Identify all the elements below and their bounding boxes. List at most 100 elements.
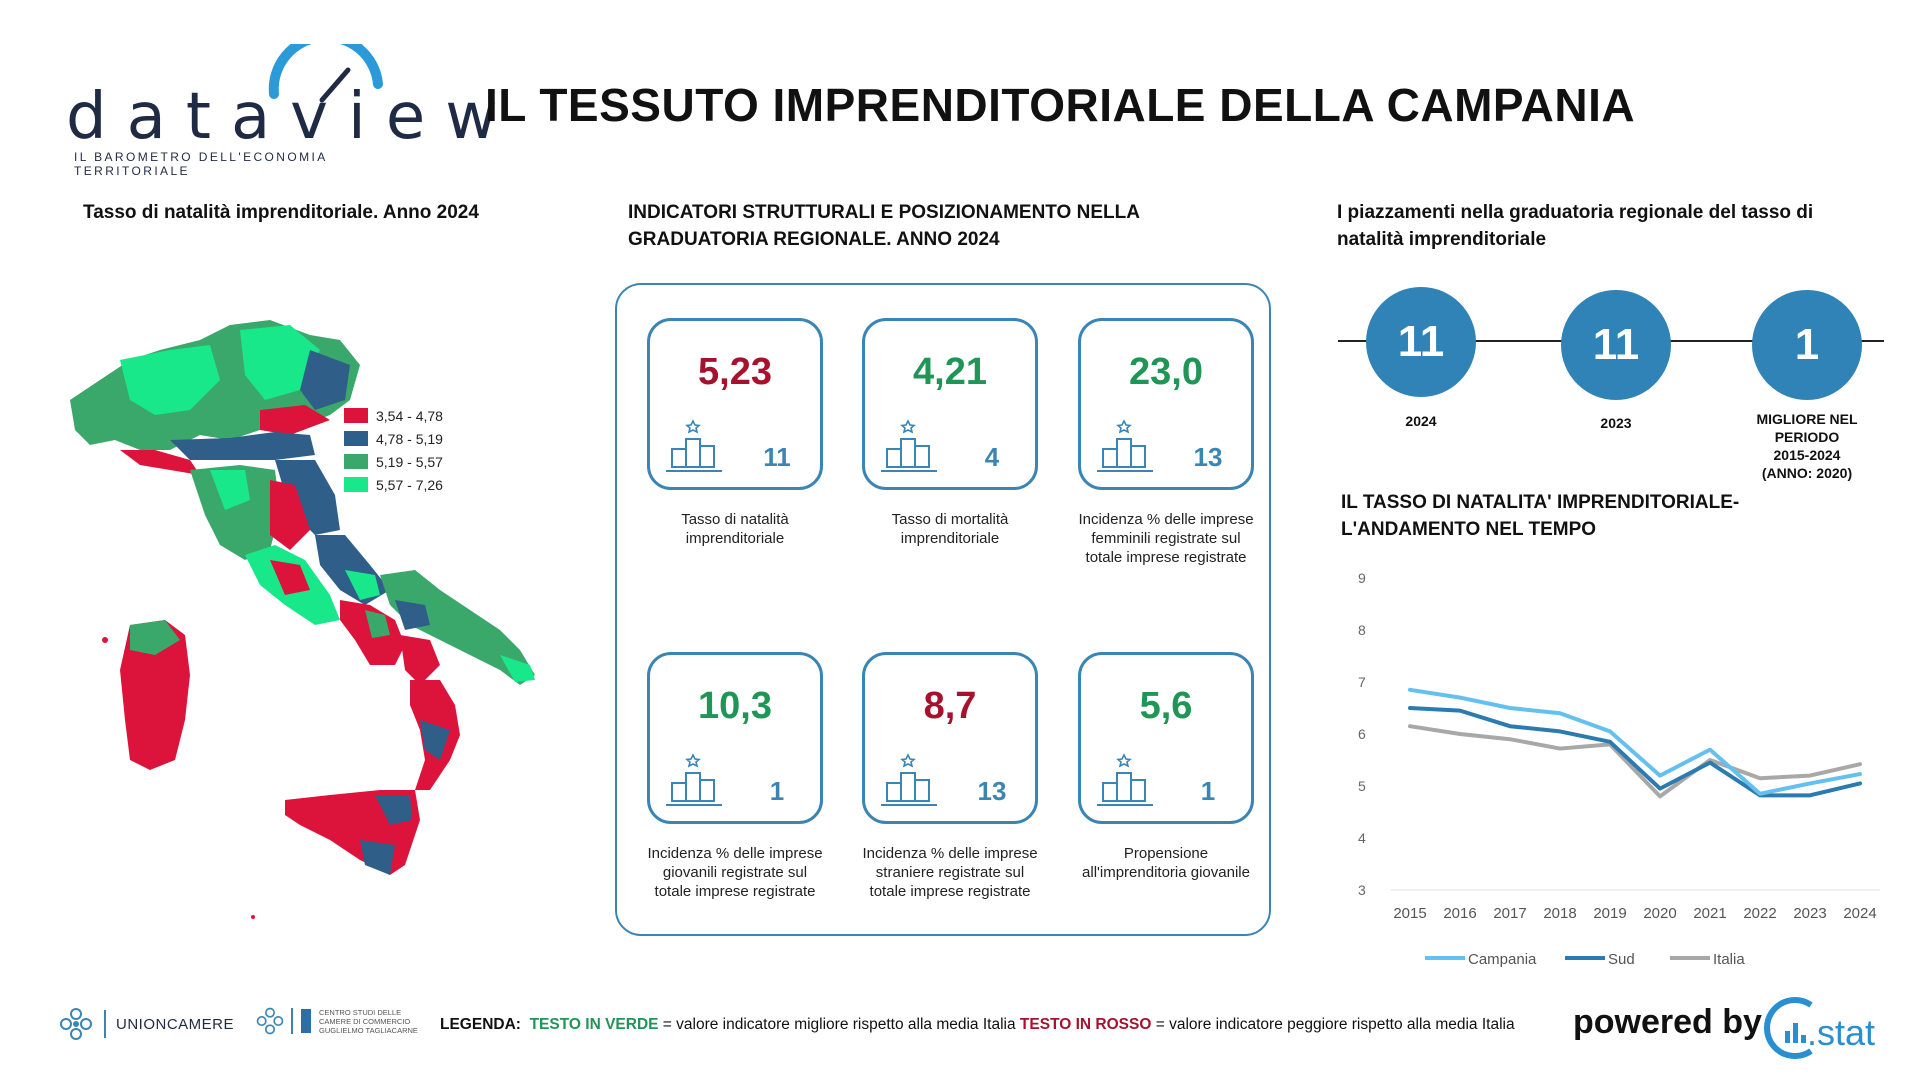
ranking-title: I piazzamenti nella graduatoria regional… [1337,202,1814,250]
indicator-rank: 13 [1193,442,1223,472]
cstat-logo: .stat [1763,993,1903,1068]
podium-icon [881,753,937,806]
map-region-north-a [120,345,220,415]
y-tick-label: 4 [1358,830,1366,846]
legend-label: 3,54 - 4,78 [376,407,443,424]
map-region-tuscany-a [210,470,250,510]
legend-swatch [344,408,368,423]
y-tick-label: 5 [1358,778,1366,794]
podium-icon [666,419,722,472]
indicator-label: Incidenza % delle imprese straniere regi… [862,845,1038,900]
logo-divider [291,1008,293,1034]
rank-circle-2024: 11 [1366,287,1476,397]
map-region-basilicata [400,635,440,685]
page-title: IL TESSUTO IMPRENDITORIALE DELLA CAMPANI… [485,79,1636,131]
legend-swatch [344,477,368,492]
indicator-card: 23,0 13 [1078,318,1254,490]
map-region-sicily-a [375,795,412,825]
map-region-sicily-b [360,840,395,875]
map-region-puglia-b [500,655,535,682]
unioncamere-label: UNIONCAMERE [116,1015,235,1033]
powered-by: powered by [1573,1003,1762,1041]
line-chart: 3 4 5 6 7 8 9 2015 2016 2017 2018 2019 2020 2021 2022 2… [1358,570,1880,968]
legend-red-desc: = valore indicatore peggiore rispetto al… [1155,1016,1515,1033]
map-legend: 3,54 - 4,78 4,78 - 5,19 5,19 - 5,57 5,57… [344,404,443,496]
indicator-card: 5,23 11 [647,318,823,490]
rank-label-best-line: MIGLIORE NEL [1756,411,1858,427]
rank-label-2023: 2023 [1600,415,1632,431]
x-tick-label: 2023 [1793,905,1826,922]
x-tick-label: 2024 [1843,905,1876,922]
y-tick-label: 3 [1358,882,1366,898]
podium-icon [881,419,937,472]
map-region-marche [275,460,340,535]
rank-label-best-line: PERIODO [1774,429,1840,445]
legend-red-label: TESTO IN ROSSO [1019,1016,1152,1033]
indicator-rank: 4 [984,442,1000,472]
map-legend-item: 5,57 - 7,26 [344,473,443,496]
indicators-panel [615,283,1271,936]
tagliacarne-line: CENTRO STUDI DELLE [319,1007,402,1017]
logo-divider [104,1010,106,1038]
legend-green-desc: = valore indicatore migliore rispetto al… [662,1016,1016,1033]
x-tick-label: 2020 [1643,905,1676,922]
series-line-italia [1408,724,1862,799]
x-tick-label: 2017 [1493,905,1526,922]
map-legend-item: 3,54 - 4,78 [344,404,443,427]
map-region-liguria [120,450,200,475]
map-region-puglia-a [395,600,430,630]
legend-label-campania: Campania [1468,951,1537,968]
x-tick-label: 2016 [1443,905,1476,922]
map-legend-item: 5,19 - 5,57 [344,450,443,473]
legend-swatch [344,454,368,469]
indicator-rank: 11 [763,442,791,472]
x-tick-label: 2022 [1743,905,1776,922]
indicator-label: Tasso di natalità imprenditoriale [681,511,789,547]
indicators-title: INDICATORI STRUTTURALI E POSIZIONAMENTO … [628,202,1140,250]
map-region-umbria [270,480,310,550]
indicator-label: Propensione all'imprenditoria giovanile [1082,845,1250,881]
map-region-north-b [240,325,320,400]
map-island-small-2 [251,915,255,919]
series-line-sud [1408,706,1862,798]
series-line-campania [1408,687,1862,796]
indicator-value: 23,0 [1129,351,1203,393]
x-tick-label: 2021 [1693,905,1726,922]
map-region-campania-a [365,610,390,638]
indicator-value: 8,7 [923,685,977,727]
flower-icon [256,1007,284,1035]
dataview-mark-icon [301,1009,311,1033]
legend-heading: LEGENDA: [440,1016,521,1033]
tagliacarne-line: GUGLIELMO TAGLIACARNE [319,1025,418,1035]
map-region-emilia [170,432,315,460]
map-region-puglia [380,570,535,685]
legend-label-sud: Sud [1608,951,1635,968]
map-title: Tasso di natalità imprenditoriale. Anno … [83,202,479,223]
flower-icon [60,1008,92,1040]
indicator-card: 5,6 1 [1078,652,1254,824]
cstat-text: .stat [1807,1012,1875,1053]
rank-circle-best: 1 [1752,290,1862,400]
map-region-sardinia-a [130,620,180,655]
podium-icon [666,753,722,806]
italy-map [60,320,570,940]
legend-label: 5,57 - 7,26 [376,476,443,493]
italy-map-shape [70,320,535,919]
dataview-logo: dataview IL BAROMETRO DELL'ECONOMIA TERR… [66,44,498,178]
legend-label-italia: Italia [1713,951,1745,968]
cstat-icon: .stat [1764,997,1875,1059]
map-legend-item: 4,78 - 5,19 [344,427,443,450]
x-tick-label: 2018 [1543,905,1576,922]
footer-legend: LEGENDA: TESTO IN VERDE = valore indicat… [440,1016,1515,1034]
brand-name: dataview [66,80,518,154]
map-region-sardinia [120,620,190,770]
indicator-value: 5,6 [1139,685,1193,727]
map-island-small [102,637,108,643]
indicator-label: Tasso di mortalità imprenditoriale [891,511,1009,547]
map-region-molise [345,570,380,600]
map-region-tuscany [190,465,280,560]
map-region-north-c [300,350,350,410]
line-chart-title-line: L'ANDAMENTO NEL TEMPO [1341,519,1597,540]
y-tick-label: 9 [1358,570,1366,586]
podium-icon [1097,753,1153,806]
